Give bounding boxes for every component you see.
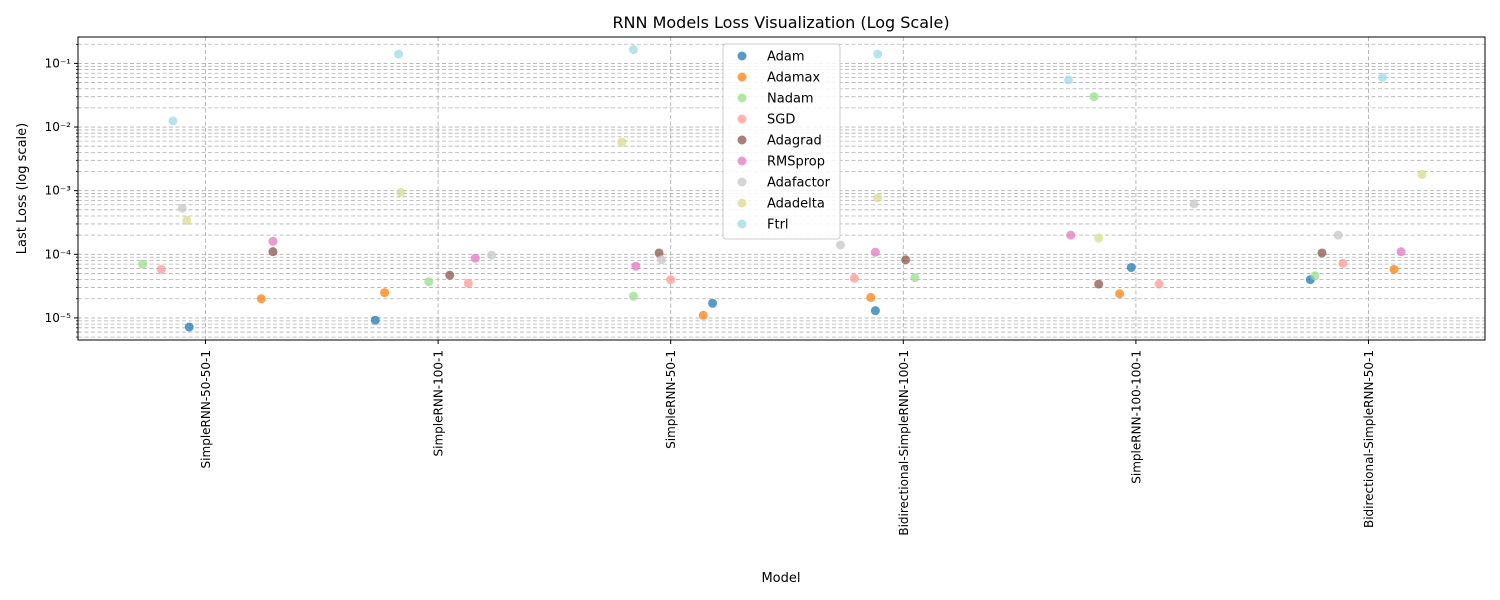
data-point-sgd <box>156 264 166 274</box>
legend-marker-ftrl <box>737 219 747 229</box>
data-point-adamax <box>866 292 876 302</box>
data-point-rmsprop <box>470 253 480 263</box>
data-point-nadam <box>138 259 148 269</box>
legend-label-adadelta: Adadelta <box>767 197 825 212</box>
legend-marker-rmsprop <box>737 156 747 166</box>
data-point-adadelta <box>182 215 192 225</box>
data-point-rmsprop <box>1396 247 1406 257</box>
data-point-adagrad <box>654 248 664 258</box>
legend-box <box>722 43 841 240</box>
data-point-rmsprop <box>870 247 880 257</box>
data-point-adamax <box>1389 264 1399 274</box>
data-point-nadam <box>910 273 920 283</box>
data-point-adafactor <box>1333 230 1343 240</box>
data-point-adam <box>708 298 718 308</box>
legend-marker-adam <box>737 51 747 61</box>
legend-marker-sgd <box>737 114 747 124</box>
data-point-rmsprop <box>631 261 641 271</box>
legend-marker-adagrad <box>737 135 747 145</box>
data-point-ftrl <box>873 49 883 59</box>
y-axis-ticks: 10⁻⁵ 10⁻⁴ 10⁻³ 10⁻² 10⁻¹ <box>45 43 78 338</box>
data-point-nadam <box>424 277 434 287</box>
data-point-adam <box>1126 263 1136 273</box>
data-point-adafactor <box>1189 199 1199 209</box>
data-point-nadam <box>1089 92 1099 102</box>
x-tick-label: SimpleRNN-50-50-1 <box>199 350 213 468</box>
legend-label-nadam: Nadam <box>767 92 814 107</box>
data-point-sgd <box>1338 258 1348 268</box>
data-point-adagrad <box>1317 248 1327 258</box>
data-point-adafactor <box>656 255 666 265</box>
legend-label-adamax: Adamax <box>767 71 821 86</box>
x-tick-label: SimpleRNN-100-100-1 <box>1129 350 1143 484</box>
data-point-ftrl <box>1377 73 1387 83</box>
chart-title: RNN Models Loss Visualization (Log Scale… <box>612 13 949 32</box>
legend-marker-adafactor <box>737 177 747 187</box>
data-point-adagrad <box>268 247 278 257</box>
data-point-sgd <box>1154 279 1164 289</box>
y-axis-title: Last Loss (log scale) <box>15 123 30 254</box>
data-point-nadam <box>628 291 638 301</box>
data-point-adamax <box>1115 289 1125 299</box>
legend-label-adagrad: Adagrad <box>767 134 822 149</box>
data-point-nadam <box>1310 271 1320 281</box>
data-point-adamax <box>256 294 266 304</box>
data-point-adafactor <box>487 250 497 260</box>
data-point-ftrl <box>394 49 404 59</box>
legend-label-sgd: SGD <box>767 113 795 128</box>
x-axis-ticks: SimpleRNN-50-50-1 SimpleRNN-100-1 SimpleRN… <box>199 340 1376 536</box>
legend-marker-adamax <box>737 72 747 82</box>
data-point-adafactor <box>177 203 187 213</box>
legend-marker-adadelta <box>737 198 747 208</box>
data-point-adadelta <box>1094 233 1104 243</box>
legend: Adam Adamax Nadam SGD Adagrad RMSprop Adafacto… <box>722 43 841 240</box>
legend-marker-nadam <box>737 93 747 103</box>
data-point-rmsprop <box>268 236 278 246</box>
data-point-adam <box>184 322 194 332</box>
x-tick-label: SimpleRNN-50-1 <box>664 350 678 449</box>
data-point-adadelta <box>617 137 627 147</box>
data-point-adamax <box>380 288 390 298</box>
data-point-adam <box>870 306 880 316</box>
legend-label-rmsprop: RMSprop <box>767 155 825 170</box>
data-points <box>138 45 1427 332</box>
y-tick-label: 10⁻⁵ <box>45 311 72 325</box>
legend-label-ftrl: Ftrl <box>767 218 789 233</box>
data-point-rmsprop <box>1066 230 1076 240</box>
x-tick-label: SimpleRNN-100-1 <box>432 350 446 456</box>
x-axis-title: Model <box>761 571 800 586</box>
data-point-adadelta <box>1417 169 1427 179</box>
y-tick-label: 10⁻³ <box>45 184 72 198</box>
data-point-ftrl <box>1063 75 1073 85</box>
data-point-adadelta <box>396 187 406 197</box>
data-point-adadelta <box>873 193 883 203</box>
data-point-sgd <box>666 275 676 285</box>
data-point-sgd <box>849 273 859 283</box>
data-point-adagrad <box>901 255 911 265</box>
plot-area <box>77 36 1486 341</box>
data-point-sgd <box>463 278 473 288</box>
x-tick-label: Bidirectional-SimpleRNN-50-1 <box>1362 350 1376 528</box>
data-point-adagrad <box>1094 279 1104 289</box>
legend-label-adam: Adam <box>767 50 805 65</box>
data-point-adagrad <box>445 270 455 280</box>
data-point-ftrl <box>168 116 178 126</box>
y-tick-label: 10⁻² <box>45 120 72 134</box>
legend-label-adafactor: Adafactor <box>767 176 831 191</box>
data-point-adamax <box>698 310 708 320</box>
data-point-adam <box>370 315 380 325</box>
data-point-adafactor <box>835 240 845 250</box>
x-tick-label: Bidirectional-SimpleRNN-100-1 <box>897 350 911 536</box>
y-tick-label: 10⁻¹ <box>45 56 72 70</box>
y-tick-label: 10⁻⁴ <box>45 247 72 261</box>
data-point-ftrl <box>628 45 638 55</box>
